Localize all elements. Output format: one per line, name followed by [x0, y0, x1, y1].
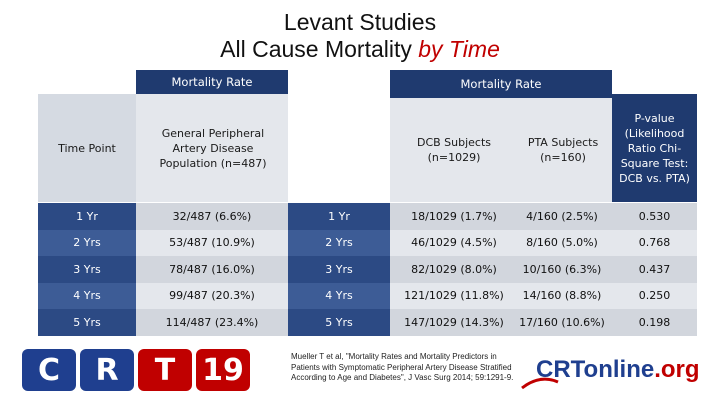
right-time-cell: 3 Yrs — [325, 262, 353, 276]
pvalue-cell: 0.198 — [638, 315, 671, 329]
pta-cell: 14/160 (8.8%) — [522, 289, 602, 303]
left-value-cell: 53/487 (10.9%) — [169, 236, 255, 250]
table-row-bg — [390, 309, 697, 336]
crtonline-logo-main: CRTonline — [536, 356, 655, 383]
pta-cell: 10/160 (6.3%) — [522, 262, 602, 276]
right-band-label: Mortality Rate — [460, 77, 542, 91]
pta-header: PTA Subjects (n=160) — [516, 98, 610, 202]
left-pop-header-bg — [136, 94, 288, 202]
crt-logo-box-r: R — [80, 349, 134, 391]
dcb-cell: 121/1029 (11.8%) — [404, 289, 504, 303]
slide-title-line2: All Cause Mortality by Time — [0, 36, 720, 62]
table-row-bg — [38, 229, 136, 256]
table-row-bg — [390, 203, 697, 230]
crt-logo-letter: 19 — [202, 352, 244, 388]
crt-logo-letter: C — [37, 352, 61, 388]
left-value-cell: 114/487 (23.4%) — [165, 315, 259, 329]
left-mortality-band: Mortality Rate — [136, 70, 288, 94]
pvalue-header: P-value (Likelihood Ratio Chi-Square Tes… — [614, 94, 695, 202]
pta-cell: 17/160 (10.6%) — [519, 315, 605, 329]
table-row-bg — [288, 203, 390, 230]
table-row-bg — [288, 282, 390, 309]
citation-text: Mueller T et al, "Mortality Rates and Mo… — [291, 352, 514, 382]
pvalue-cell: 0.250 — [638, 289, 671, 303]
table-row-bg — [38, 256, 136, 283]
table-row-bg — [136, 203, 288, 230]
crtonline-logo-suffix: .org — [654, 356, 700, 383]
pta-header-label: PTA Subjects (n=160) — [527, 136, 599, 164]
table-row-bg — [390, 282, 697, 309]
crt-logo-letter: T — [154, 352, 176, 388]
right-time-cell: 4 Yrs — [325, 289, 353, 303]
pvalue-header-label: P-value (Likelihood Ratio Chi-Square Tes… — [619, 111, 690, 185]
table-row-bg — [390, 229, 697, 256]
crt-logo-box-t: T — [138, 349, 192, 391]
table-row-bg — [136, 309, 288, 336]
left-value-cell: 32/487 (6.6%) — [172, 209, 252, 223]
dcb-cell: 46/1029 (4.5%) — [411, 236, 497, 250]
table-row-bg — [288, 256, 390, 283]
pvalue-cell: 0.768 — [638, 236, 671, 250]
title-accent: by Time — [418, 36, 500, 62]
left-band-label: Mortality Rate — [171, 75, 253, 89]
time-header-label: Time Point — [58, 141, 116, 155]
left-value-cell: 78/487 (16.0%) — [169, 262, 255, 276]
table-row-bg — [38, 309, 136, 336]
left-time-cell: 2 Yrs — [73, 236, 101, 250]
table-row-bg — [38, 203, 136, 230]
left-time-header: Time Point — [38, 94, 136, 202]
crtonline-logo[interactable]: CRTonline .org — [536, 352, 704, 388]
slide-title-line1: Levant Studies — [283, 9, 437, 35]
left-time-cell: 5 Yrs — [73, 315, 101, 329]
table-row-bg — [38, 282, 136, 309]
pvalue-header-bg — [612, 94, 697, 202]
title-main: All Cause Mortality — [220, 36, 419, 62]
right-time-cell: 2 Yrs — [325, 236, 353, 250]
left-pop-header: General Peripheral Artery Disease Popula… — [146, 94, 280, 202]
swoosh-icon — [521, 377, 559, 390]
table-row-bg — [288, 309, 390, 336]
right-header-bg — [390, 98, 612, 202]
table-row-bg — [136, 256, 288, 283]
left-time-cell: 4 Yrs — [73, 289, 101, 303]
dcb-header: DCB Subjects (n=1029) — [396, 98, 512, 202]
dcb-cell: 147/1029 (14.3%) — [404, 315, 504, 329]
dcb-cell: 82/1029 (8.0%) — [411, 262, 497, 276]
table-row-bg — [136, 282, 288, 309]
left-value-cell: 99/487 (20.3%) — [169, 289, 255, 303]
pta-cell: 4/160 (2.5%) — [526, 209, 598, 223]
left-time-cell: 1 Yr — [76, 209, 98, 223]
crt-logo-letter: R — [95, 352, 119, 388]
table-row-bg — [390, 256, 697, 283]
right-mortality-band: Mortality Rate — [390, 70, 612, 98]
left-time-cell: 3 Yrs — [73, 262, 101, 276]
right-time-cell: 1 Yr — [328, 209, 350, 223]
crt-logo-box-c: C — [22, 349, 76, 391]
dcb-header-label: DCB Subjects (n=1029) — [416, 136, 492, 164]
pta-cell: 8/160 (5.0%) — [526, 236, 598, 250]
crt-logo-box-19: 19 — [196, 349, 250, 391]
left-time-header-bg — [38, 94, 136, 202]
pvalue-cell: 0.530 — [638, 209, 671, 223]
table-row-bg — [136, 229, 288, 256]
pvalue-cell: 0.437 — [638, 262, 671, 276]
right-time-cell: 5 Yrs — [325, 315, 353, 329]
dcb-cell: 18/1029 (1.7%) — [411, 209, 497, 223]
pop-header-label: General Peripheral Artery Disease Popula… — [159, 126, 267, 170]
table-row-bg — [288, 229, 390, 256]
